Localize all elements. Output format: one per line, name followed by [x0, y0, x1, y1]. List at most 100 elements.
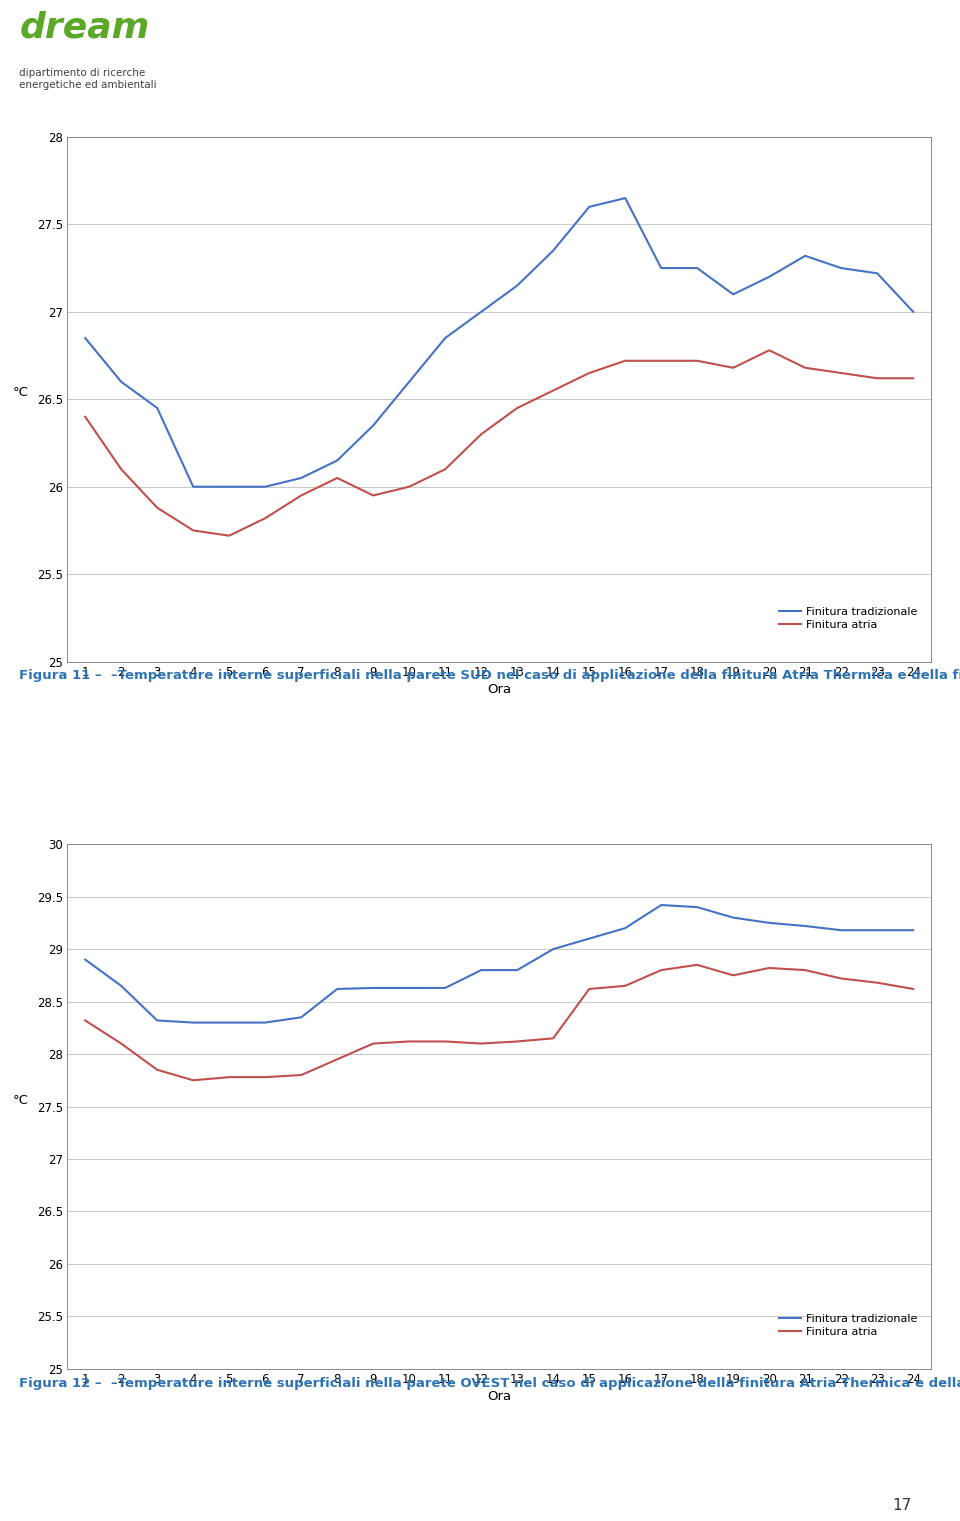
- Finitura tradizionale: [403, 980, 415, 998]
- Finitura atria: [259, 510, 271, 528]
- Finitura tradizionale: [584, 929, 595, 948]
- Finitura atria: [296, 1066, 307, 1084]
- Finitura atria: [656, 961, 667, 980]
- Finitura atria: [800, 359, 811, 377]
- X-axis label: Ora: Ora: [487, 1390, 512, 1404]
- Finitura tradizionale: [224, 1013, 235, 1031]
- Finitura tradizionale: [800, 246, 811, 265]
- Finitura atria: [691, 351, 703, 370]
- Finitura tradizionale: [331, 452, 343, 470]
- Finitura tradizionale: [115, 976, 127, 995]
- Finitura tradizionale: [368, 417, 379, 435]
- Finitura atria: [368, 1034, 379, 1053]
- Finitura atria: [872, 370, 883, 388]
- Finitura atria: [368, 487, 379, 505]
- Finitura tradizionale: [763, 268, 775, 286]
- Finitura atria: [835, 969, 847, 987]
- Finitura tradizionale: [872, 265, 883, 283]
- Text: dream: dream: [19, 11, 150, 44]
- Finitura atria: [259, 1068, 271, 1086]
- Finitura tradizionale: [691, 259, 703, 277]
- Finitura atria: [763, 958, 775, 976]
- Finitura atria: [763, 341, 775, 359]
- Finitura atria: [619, 351, 631, 370]
- Line: Finitura tradizionale: Finitura tradizionale: [85, 198, 913, 487]
- Finitura tradizionale: [907, 303, 919, 321]
- Finitura atria: [224, 526, 235, 545]
- X-axis label: Ora: Ora: [487, 683, 512, 697]
- Finitura atria: [331, 468, 343, 487]
- Finitura tradizionale: [152, 399, 163, 417]
- Y-axis label: °C: °C: [12, 1094, 28, 1107]
- Finitura tradizionale: [728, 908, 739, 926]
- Finitura atria: [728, 359, 739, 377]
- Finitura tradizionale: [835, 922, 847, 940]
- Finitura tradizionale: [296, 1008, 307, 1027]
- Finitura tradizionale: [224, 478, 235, 496]
- Finitura tradizionale: [368, 980, 379, 998]
- Finitura tradizionale: [187, 1013, 199, 1031]
- Text: Figura 11 –  –Temperature interne superficiali nella parete SUD nel caso di appl: Figura 11 – –Temperature interne superfi…: [19, 669, 960, 683]
- Finitura tradizionale: [584, 198, 595, 216]
- Finitura tradizionale: [440, 980, 451, 998]
- Legend: Finitura tradizionale, Finitura atria: Finitura tradizionale, Finitura atria: [779, 607, 917, 630]
- Finitura atria: [547, 1030, 559, 1048]
- Finitura tradizionale: [547, 940, 559, 958]
- Text: Figura 12 –  –Temperature interne superficiali nella parete OVEST nel caso di ap: Figura 12 – –Temperature interne superfi…: [19, 1377, 960, 1390]
- Finitura tradizionale: [152, 1011, 163, 1030]
- Finitura tradizionale: [115, 373, 127, 391]
- Finitura atria: [512, 1033, 523, 1051]
- Finitura atria: [115, 459, 127, 478]
- Line: Finitura atria: Finitura atria: [85, 964, 913, 1080]
- Finitura tradizionale: [907, 922, 919, 940]
- Finitura atria: [440, 1033, 451, 1051]
- Finitura tradizionale: [872, 922, 883, 940]
- Finitura tradizionale: [440, 329, 451, 347]
- Finitura tradizionale: [187, 478, 199, 496]
- Finitura atria: [475, 1034, 487, 1053]
- Finitura atria: [403, 478, 415, 496]
- Legend: Finitura tradizionale, Finitura atria: Finitura tradizionale, Finitura atria: [779, 1314, 917, 1337]
- Finitura tradizionale: [80, 329, 91, 347]
- Finitura atria: [872, 973, 883, 992]
- Finitura tradizionale: [512, 277, 523, 295]
- Finitura tradizionale: [512, 961, 523, 980]
- Finitura tradizionale: [259, 478, 271, 496]
- Finitura tradizionale: [80, 951, 91, 969]
- Finitura tradizionale: [619, 189, 631, 207]
- Finitura atria: [800, 961, 811, 980]
- Finitura atria: [403, 1033, 415, 1051]
- Finitura atria: [224, 1068, 235, 1086]
- Finitura atria: [440, 459, 451, 478]
- Finitura atria: [656, 351, 667, 370]
- Finitura atria: [152, 499, 163, 517]
- Finitura tradizionale: [403, 373, 415, 391]
- Finitura atria: [907, 370, 919, 388]
- Finitura tradizionale: [656, 896, 667, 914]
- Finitura atria: [728, 966, 739, 984]
- Finitura atria: [835, 364, 847, 382]
- Finitura atria: [152, 1060, 163, 1078]
- Finitura tradizionale: [835, 259, 847, 277]
- Finitura atria: [547, 382, 559, 400]
- Finitura tradizionale: [475, 961, 487, 980]
- Finitura tradizionale: [331, 980, 343, 998]
- Finitura tradizionale: [259, 1013, 271, 1031]
- Finitura tradizionale: [763, 914, 775, 932]
- Finitura atria: [187, 1071, 199, 1089]
- Line: Finitura atria: Finitura atria: [85, 350, 913, 535]
- Finitura atria: [296, 487, 307, 505]
- Finitura tradizionale: [475, 303, 487, 321]
- Finitura atria: [331, 1049, 343, 1068]
- Finitura atria: [80, 408, 91, 426]
- Finitura atria: [187, 522, 199, 540]
- Finitura atria: [691, 955, 703, 973]
- Finitura tradizionale: [656, 259, 667, 277]
- Finitura tradizionale: [800, 917, 811, 935]
- Text: 17: 17: [893, 1498, 912, 1513]
- Finitura tradizionale: [619, 919, 631, 937]
- Y-axis label: °C: °C: [12, 386, 28, 399]
- Finitura atria: [115, 1034, 127, 1053]
- Text: dipartimento di ricerche
energetiche ed ambientali: dipartimento di ricerche energetiche ed …: [19, 68, 156, 90]
- Finitura atria: [584, 364, 595, 382]
